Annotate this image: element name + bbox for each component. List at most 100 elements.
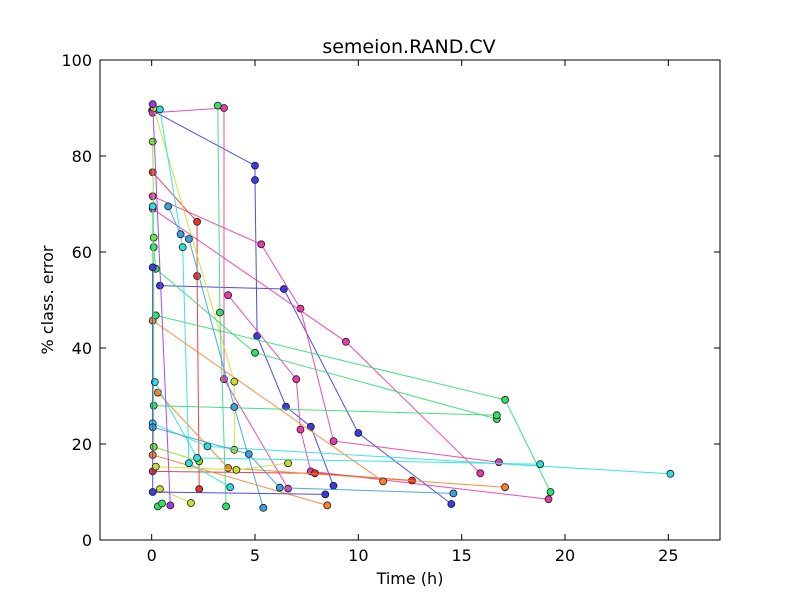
x-axis-label: Time (h) <box>376 569 444 588</box>
data-point <box>176 230 185 239</box>
data-point <box>476 469 485 478</box>
data-point <box>546 488 555 496</box>
y-tick-label: 20 <box>72 435 92 454</box>
data-point <box>329 481 338 490</box>
data-point <box>284 484 293 493</box>
series-line <box>153 247 497 420</box>
data-point <box>259 503 268 512</box>
data-point <box>354 429 363 437</box>
x-tick-label: 0 <box>147 546 157 565</box>
x-tick-label: 20 <box>555 546 575 565</box>
data-point <box>224 464 233 472</box>
series-line <box>152 104 171 506</box>
data-series <box>148 451 332 510</box>
data-point <box>186 499 195 507</box>
data-point <box>379 477 388 486</box>
data-point <box>155 281 164 290</box>
series-line <box>152 107 289 489</box>
y-tick-label: 80 <box>72 147 92 166</box>
data-point <box>279 285 288 293</box>
series-line <box>159 109 231 488</box>
x-tick-label: 15 <box>451 546 471 565</box>
y-tick-label: 40 <box>72 339 92 358</box>
data-point <box>275 483 284 492</box>
data-point <box>494 458 503 467</box>
chart-title: semeion.RAND.CV <box>322 36 495 58</box>
data-point <box>323 501 332 510</box>
data-point <box>193 217 202 226</box>
data-point <box>164 202 173 211</box>
data-point <box>257 240 266 249</box>
data-point <box>321 490 330 499</box>
data-point <box>148 202 157 211</box>
y-tick-label: 60 <box>72 243 92 262</box>
data-point <box>148 488 157 496</box>
data-point <box>251 161 259 170</box>
data-point <box>244 450 253 459</box>
data-point <box>447 500 456 508</box>
data-point <box>492 411 501 420</box>
data-series <box>164 202 268 512</box>
series-line <box>152 141 200 462</box>
y-tick-label: 100 <box>61 51 92 70</box>
data-point <box>184 459 193 468</box>
series-line <box>153 405 497 416</box>
data-series <box>155 281 456 508</box>
data-point <box>158 499 166 508</box>
data-point <box>148 137 157 146</box>
data-point <box>151 462 160 471</box>
data-point <box>251 176 259 184</box>
data-point <box>203 442 212 451</box>
data-point <box>148 192 157 201</box>
x-tick-label: 10 <box>348 546 368 565</box>
data-point <box>193 453 202 462</box>
x-tick-label: 5 <box>250 546 260 565</box>
data-series <box>155 485 195 507</box>
data-point <box>292 375 301 384</box>
data-point <box>224 291 233 300</box>
y-tick-label: 0 <box>82 531 92 550</box>
data-series <box>155 105 235 492</box>
data-series <box>153 499 166 511</box>
data-point <box>149 442 158 451</box>
data-point <box>310 469 319 478</box>
series-line <box>152 454 328 506</box>
data-point <box>230 403 239 411</box>
data-point <box>341 337 350 346</box>
data-series <box>148 263 330 499</box>
data-series <box>148 104 293 493</box>
plot-frame <box>99 59 721 541</box>
axes-ticks-layer: 0 5 10 15 20 25 0 20 40 60 80 100 <box>61 51 720 565</box>
data-series <box>148 100 175 510</box>
data-point <box>184 235 193 243</box>
data-point <box>282 402 290 411</box>
data-point <box>215 308 224 317</box>
data-series <box>148 106 338 490</box>
data-point <box>230 377 239 386</box>
data-series <box>151 459 293 474</box>
data-point <box>284 459 293 468</box>
data-point <box>232 465 241 474</box>
series-line <box>159 488 192 504</box>
data-point <box>213 101 222 110</box>
data-point <box>155 105 164 114</box>
data-point <box>536 460 545 469</box>
data-point <box>148 263 157 272</box>
data-point <box>501 395 510 404</box>
plot-series-layer <box>148 100 675 512</box>
data-point <box>155 485 164 494</box>
data-point <box>666 469 675 478</box>
data-point <box>449 489 458 498</box>
series-line <box>152 426 454 494</box>
data-series <box>153 388 510 492</box>
data-point <box>251 348 259 357</box>
data-point <box>195 485 204 494</box>
y-axis-label: % class. error <box>38 245 57 354</box>
data-point <box>178 243 187 252</box>
data-point <box>296 425 305 434</box>
data-point <box>329 437 338 446</box>
data-point <box>148 100 157 109</box>
